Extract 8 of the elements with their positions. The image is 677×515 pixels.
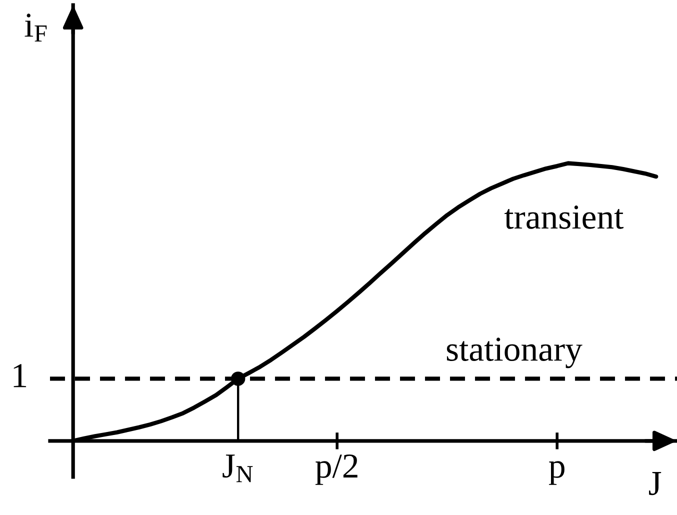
y-axis-title: i$_{F}$ bbox=[24, 14, 47, 42]
x-tick-label: J$_{N}$ bbox=[222, 454, 253, 482]
x-tick-label: p/2 bbox=[315, 454, 358, 485]
x-axis-title: J bbox=[649, 472, 662, 496]
ref-line-label: stationary bbox=[446, 338, 582, 368]
x-tick-label: p bbox=[548, 461, 564, 485]
text: 1 bbox=[14, 364, 26, 388]
series-label: transient bbox=[504, 206, 624, 229]
